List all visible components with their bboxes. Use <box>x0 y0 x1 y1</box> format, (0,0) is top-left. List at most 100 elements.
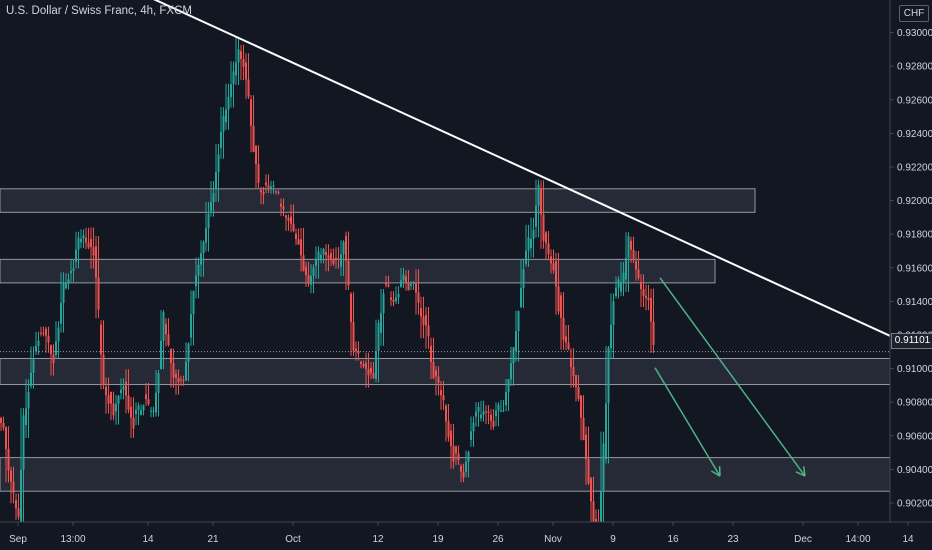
candle-body <box>567 342 570 350</box>
candle-body <box>177 377 180 383</box>
candle-body <box>182 380 185 382</box>
candle-body <box>235 62 237 76</box>
candle-body <box>67 279 70 284</box>
candle-body <box>557 286 560 312</box>
candle-body <box>250 99 252 126</box>
candle-body <box>462 471 465 478</box>
candle-body <box>480 414 482 419</box>
candle-body <box>192 290 195 315</box>
candle-body <box>412 282 415 284</box>
candle-body <box>362 364 365 367</box>
time-tick-label: Oct <box>285 534 301 545</box>
candle-body <box>580 395 582 418</box>
candle-body <box>482 411 485 415</box>
candle-body <box>135 409 137 414</box>
candle-body <box>315 258 317 266</box>
candle-body <box>387 284 390 287</box>
candle-body <box>407 283 410 291</box>
candle-body <box>172 363 175 378</box>
candle-body <box>350 293 352 323</box>
currency-badge[interactable]: CHF <box>899 5 929 22</box>
candle-body <box>485 411 487 413</box>
candle-body <box>565 336 567 343</box>
candle-body <box>465 461 467 472</box>
candle-body <box>360 361 362 365</box>
time-tick-label: Nov <box>544 534 562 545</box>
support-resistance-zone <box>0 457 891 492</box>
candle-body <box>22 415 25 470</box>
candle-body <box>227 96 230 110</box>
candle-body <box>592 501 595 525</box>
price-tick-label: 0.90400 <box>897 465 932 476</box>
time-tick-label: 19 <box>432 534 444 545</box>
candle-body <box>45 328 47 336</box>
candle-body <box>202 241 205 254</box>
candle-body <box>245 62 247 80</box>
candle-body <box>612 301 615 325</box>
candle-body <box>425 314 427 326</box>
candle-body <box>122 386 125 390</box>
candle-body <box>457 453 460 461</box>
candle-body <box>587 459 590 484</box>
candle-body <box>300 239 302 256</box>
candle-body <box>170 348 172 364</box>
projection-arrowhead <box>795 471 806 477</box>
candle-body <box>60 303 62 324</box>
candle-body <box>197 264 200 276</box>
candle-body <box>617 279 620 288</box>
candle-body <box>630 240 632 250</box>
candle-body <box>372 372 375 378</box>
time-tick-label: 14 <box>902 534 914 545</box>
candle-body <box>27 391 30 409</box>
time-tick-label: Dec <box>794 534 812 545</box>
candle-body <box>380 313 382 333</box>
candle-body <box>50 345 52 355</box>
price-axis <box>890 0 932 550</box>
candle-body <box>632 249 635 259</box>
candle-body <box>232 71 235 85</box>
candle-body <box>272 185 275 187</box>
candle-body <box>545 232 547 244</box>
candle-body <box>185 361 187 381</box>
candle-body <box>602 443 605 492</box>
candle-body <box>37 340 40 346</box>
candle-body <box>552 263 555 271</box>
candle-body <box>537 184 540 206</box>
candle-body <box>535 205 537 227</box>
candle-body <box>575 375 577 388</box>
candle-body <box>155 392 157 413</box>
candle-body <box>610 324 612 349</box>
candle-body <box>500 410 502 412</box>
price-tick-label: 0.92400 <box>897 129 932 140</box>
candle-body <box>180 379 182 381</box>
candle-body <box>637 269 640 278</box>
candle-body <box>160 340 162 370</box>
projection-arrow <box>659 277 806 477</box>
candle-body <box>497 404 500 411</box>
candle-body <box>82 235 85 239</box>
price-tick-label: 0.90600 <box>897 431 932 442</box>
candle-body <box>70 270 72 274</box>
price-tick-label: 0.92000 <box>897 196 932 207</box>
candle-body <box>127 395 130 410</box>
candle-body <box>90 238 92 248</box>
time-axis <box>0 522 932 550</box>
price-tick-label: 0.90200 <box>897 498 932 509</box>
candle-body <box>487 411 490 413</box>
candle-body <box>370 367 372 373</box>
candle-body <box>280 203 282 207</box>
candle-body <box>427 325 430 337</box>
candle-body <box>532 229 535 240</box>
candle-body <box>522 269 525 289</box>
candle-body <box>330 252 332 259</box>
candle-body <box>220 131 222 148</box>
candle-body <box>297 239 300 245</box>
candle-body <box>282 206 285 210</box>
candle-body <box>322 249 325 255</box>
candle-body <box>547 243 550 255</box>
candle-body <box>285 215 287 219</box>
candle-body <box>450 430 452 447</box>
candle-body <box>625 257 627 280</box>
candle-body <box>265 182 267 186</box>
